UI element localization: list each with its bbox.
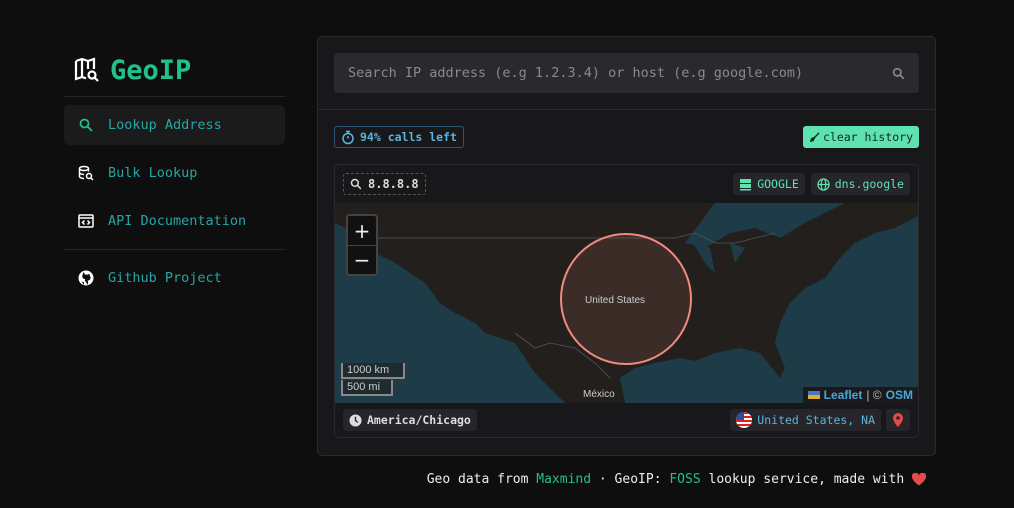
attribution-separator: | © — [866, 388, 882, 402]
search-icon — [79, 118, 93, 132]
divider — [64, 249, 285, 250]
code-window-icon — [78, 214, 94, 228]
heart-icon — [912, 473, 926, 486]
ukraine-flag-icon — [807, 391, 820, 399]
timezone: America/Chicago — [367, 413, 471, 427]
footer-text: Geo data from — [426, 472, 537, 487]
stopwatch-icon — [342, 130, 354, 144]
location-badge: United States, NA — [730, 409, 881, 431]
ip-address-badge: 8.8.8.8 — [343, 173, 426, 195]
result-footer: America/Chicago United States, NA — [335, 403, 918, 437]
sidebar-item-lookup-address[interactable]: Lookup Address — [64, 105, 285, 145]
sidebar-item-label: Github Project — [108, 270, 222, 286]
map-pin-button[interactable] — [886, 409, 910, 431]
osm-link[interactable]: OSM — [885, 388, 913, 402]
location: United States, NA — [757, 413, 875, 427]
zoom-out-button[interactable]: − — [348, 245, 376, 274]
zoom-in-button[interactable]: + — [348, 216, 376, 245]
us-flag-icon — [736, 412, 753, 428]
org-badge: GOOGLE — [733, 173, 805, 195]
search-icon — [350, 178, 362, 190]
map-label-mexico: México — [583, 389, 615, 400]
sidebar: GeoIP Lookup Address Bulk Lookup API Doc… — [64, 50, 285, 306]
foss-link[interactable]: FOSS — [669, 472, 701, 487]
search-bar — [334, 53, 919, 93]
sidebar-item-label: Bulk Lookup — [108, 165, 198, 181]
clear-history-button[interactable]: clear history — [802, 126, 919, 148]
clock-icon — [349, 413, 362, 427]
broom-icon — [809, 131, 820, 142]
map-tiles — [335, 203, 918, 403]
search-icon[interactable] — [892, 67, 905, 80]
logo[interactable]: GeoIP — [64, 50, 285, 90]
sidebar-item-github-project[interactable]: Github Project — [64, 258, 285, 298]
footer-text: · GeoIP: — [591, 472, 670, 487]
maxmind-link[interactable]: Maxmind — [536, 472, 592, 487]
globe-icon — [817, 177, 830, 191]
org-name: GOOGLE — [757, 177, 799, 191]
map-label-country: United States — [585, 295, 646, 306]
search-input[interactable] — [348, 65, 892, 81]
result-header: 8.8.8.8 GOOGLE dns.google — [335, 165, 918, 203]
github-icon — [78, 270, 94, 286]
map-pin-icon — [893, 413, 903, 427]
leaflet-link[interactable]: Leaflet — [823, 388, 863, 402]
map-attribution: Leaflet | © OSM — [802, 387, 918, 403]
zoom-control: + − — [346, 214, 378, 276]
location-accuracy-circle — [560, 233, 692, 365]
database-search-icon — [78, 165, 94, 181]
footer: Geo data from Maxmind · GeoIP: FOSS look… — [427, 472, 926, 487]
divider — [64, 96, 285, 97]
hostname: dns.google — [834, 177, 904, 191]
footer-text: lookup service, made with — [700, 472, 912, 487]
app-title: GeoIP — [110, 54, 192, 86]
sidebar-item-label: API Documentation — [108, 213, 247, 229]
lookup-card: 94% calls left clear history 8.8.8.8 GOO… — [317, 36, 936, 456]
ip-address: 8.8.8.8 — [368, 177, 419, 191]
clear-history-label: clear history — [822, 130, 913, 144]
sidebar-item-label: Lookup Address — [108, 117, 222, 133]
divider — [318, 109, 935, 110]
timezone-badge: America/Chicago — [343, 409, 477, 431]
result-card: 8.8.8.8 GOOGLE dns.google — [334, 164, 919, 438]
sidebar-item-api-documentation[interactable]: API Documentation — [64, 201, 285, 241]
server-icon — [740, 178, 752, 190]
scale-km: 1000 km — [341, 363, 405, 379]
calls-left-badge: 94% calls left — [334, 126, 464, 148]
calls-left-text: 94% calls left — [360, 130, 457, 144]
map[interactable]: United States México + − 1000 km 500 mi … — [335, 203, 918, 403]
sidebar-item-bulk-lookup[interactable]: Bulk Lookup — [64, 153, 285, 193]
scale-mi: 500 mi — [341, 380, 393, 396]
hostname-badge: dns.google — [810, 173, 910, 195]
map-search-icon — [74, 57, 99, 82]
